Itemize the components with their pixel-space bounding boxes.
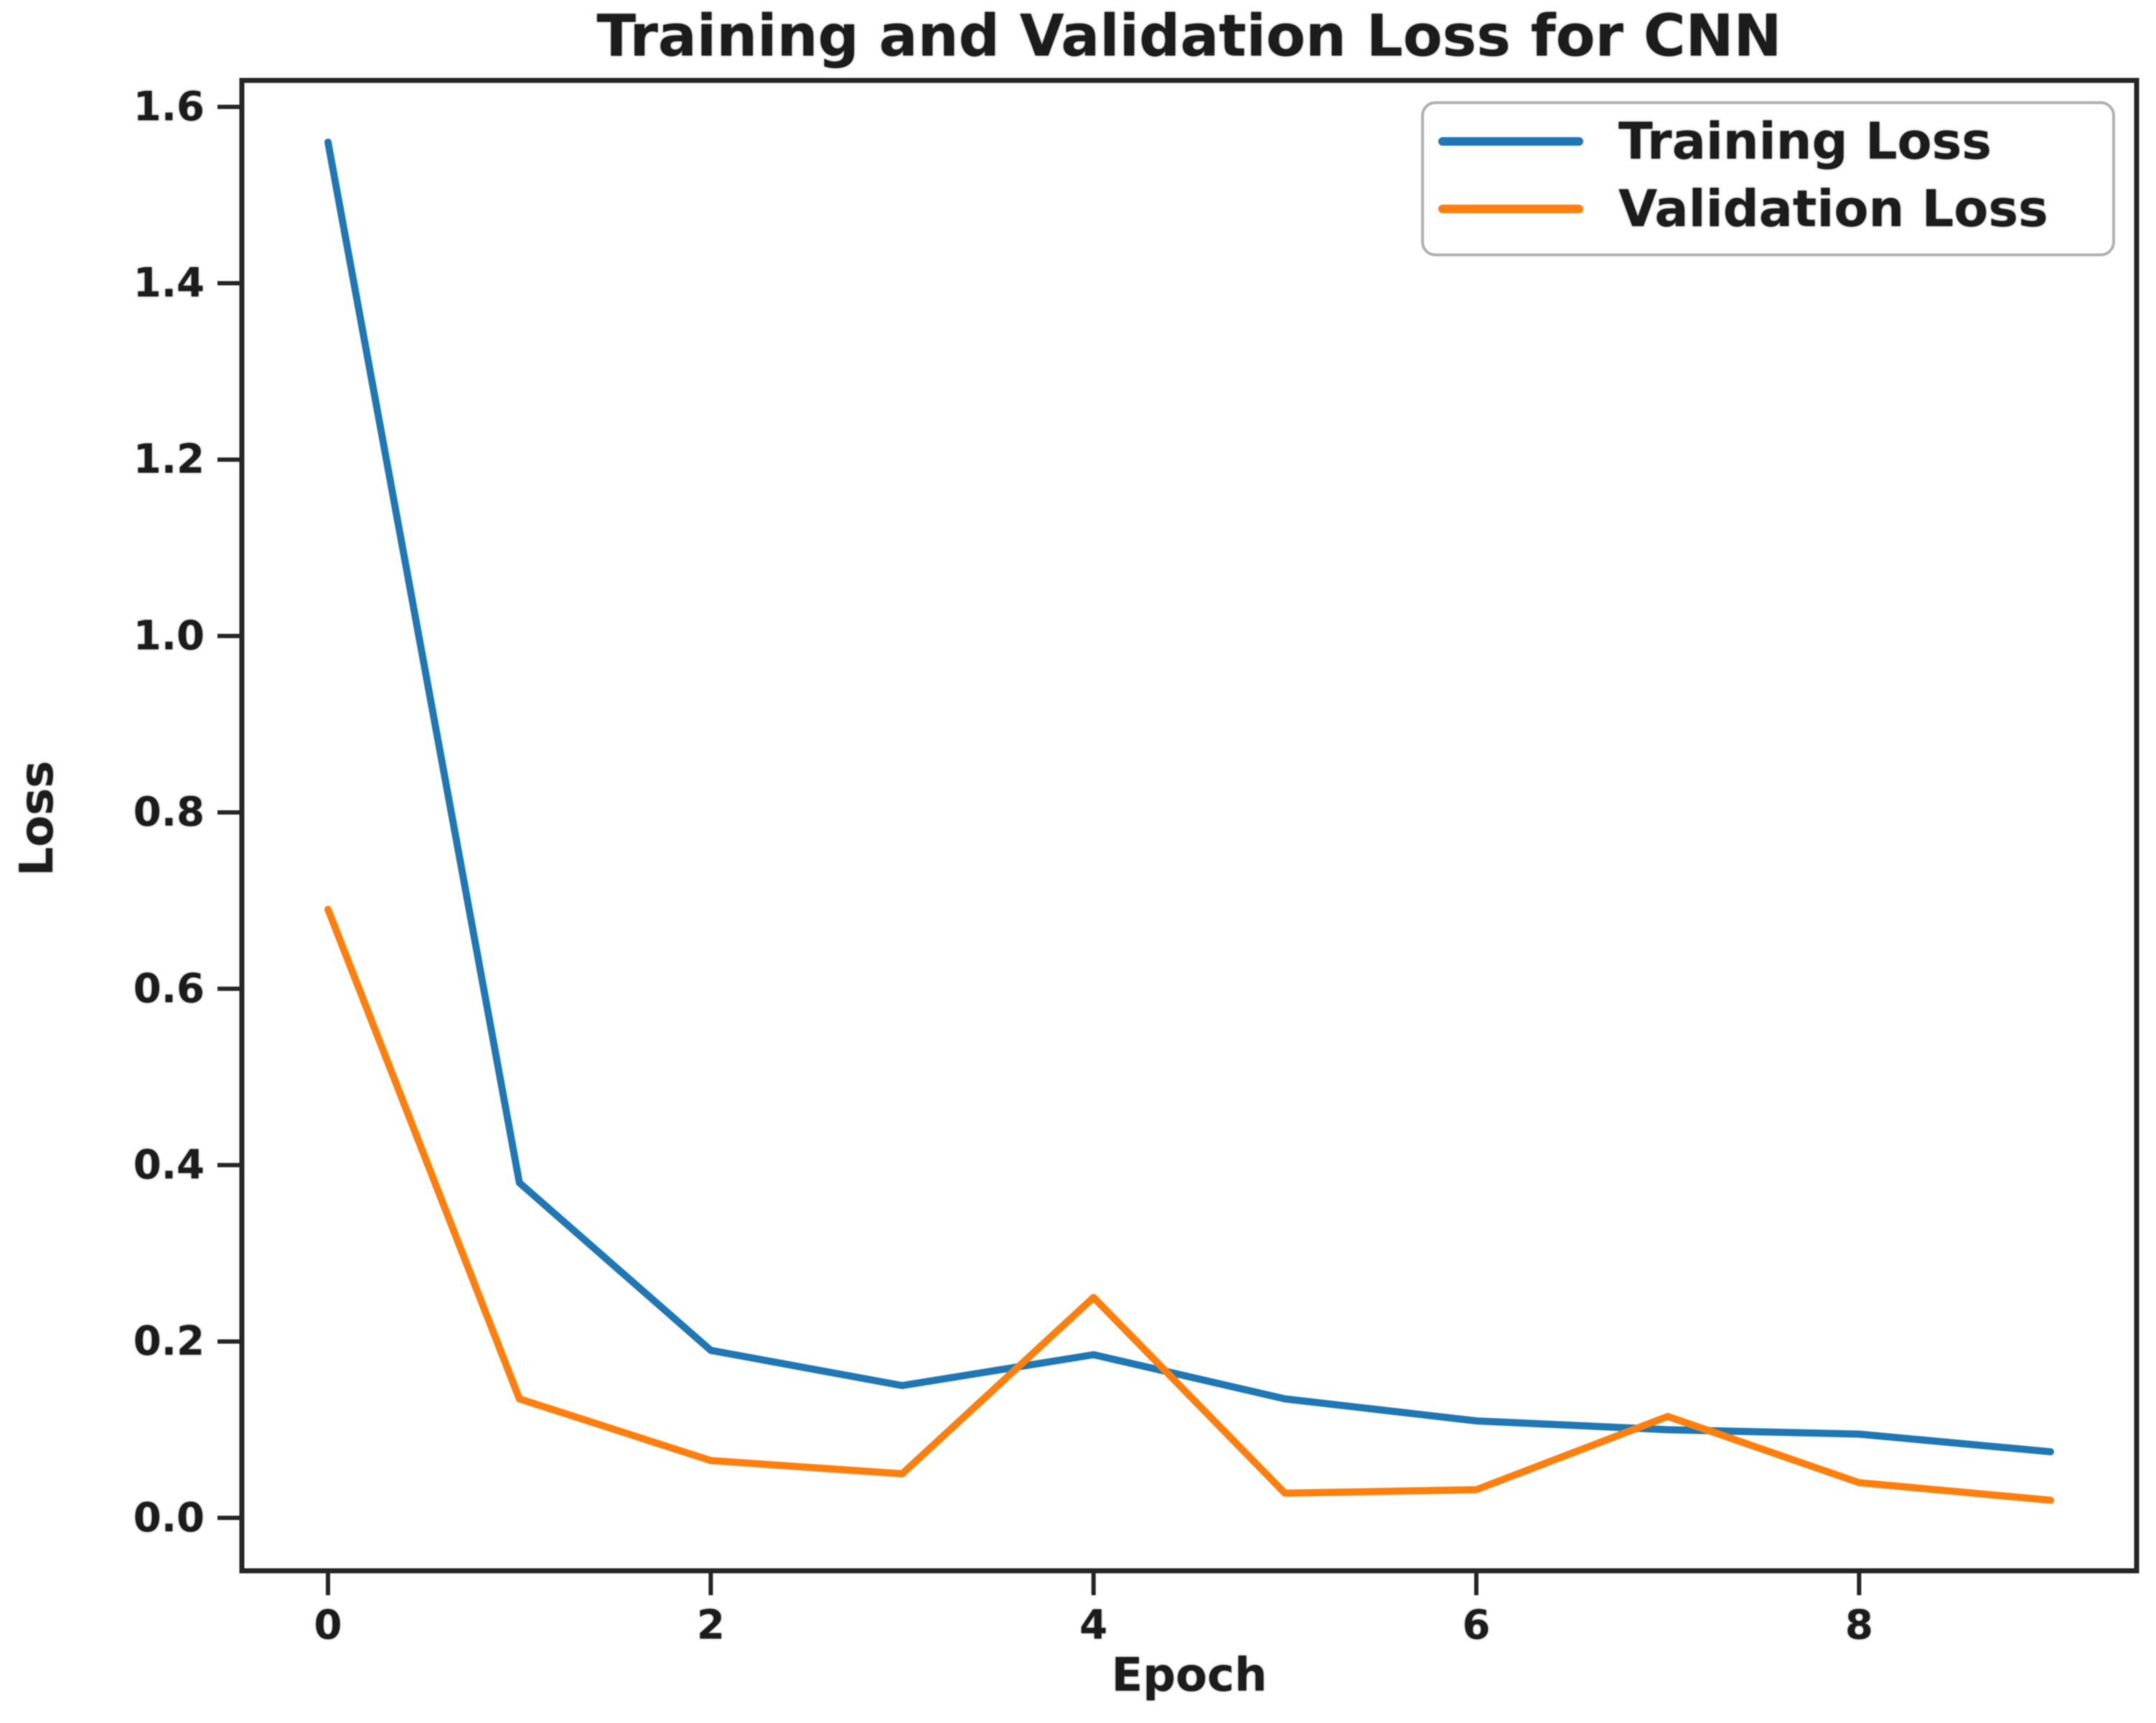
x-axis-ticks: 0 2 4 6 8	[314, 1571, 1873, 1649]
y-tick-label: 0.4	[133, 1141, 205, 1188]
y-tick-label: 1.4	[133, 260, 205, 307]
legend-box	[1421, 101, 2115, 256]
x-axis-label: Epoch	[1112, 1649, 1267, 1702]
x-tick-label: 8	[1845, 1602, 1873, 1649]
training-loss-line	[324, 139, 2054, 1456]
y-tick-label: 1.2	[133, 436, 205, 483]
plot-frame	[239, 78, 2139, 1574]
legend: Training Loss Validation Loss	[1421, 101, 2115, 256]
y-tick-label: 0.0	[133, 1495, 205, 1541]
legend-label-training-loss: Training Loss	[1618, 112, 1992, 171]
y-axis-ticks: 0.0 0.2 0.4 0.6 0.8 1.0 1.2 1.4 1.6	[133, 83, 242, 1541]
legend-label-validation-loss: Validation Loss	[1618, 179, 2048, 238]
chart-title: Training and Validation Loss for CNN	[597, 3, 1782, 70]
x-tick-label: 0	[314, 1602, 342, 1649]
x-tick-label: 6	[1463, 1602, 1491, 1649]
y-axis-label: Loss	[11, 761, 64, 877]
validation-loss-line	[324, 905, 2054, 1504]
y-tick-label: 0.2	[133, 1318, 205, 1365]
plot-series	[324, 139, 2054, 1504]
y-tick-label: 1.6	[133, 83, 205, 130]
y-tick-label: 1.0	[133, 612, 205, 659]
x-tick-label: 2	[697, 1602, 725, 1649]
y-tick-label: 0.8	[133, 789, 205, 836]
x-tick-label: 4	[1079, 1602, 1107, 1649]
y-tick-label: 0.6	[133, 966, 205, 1012]
